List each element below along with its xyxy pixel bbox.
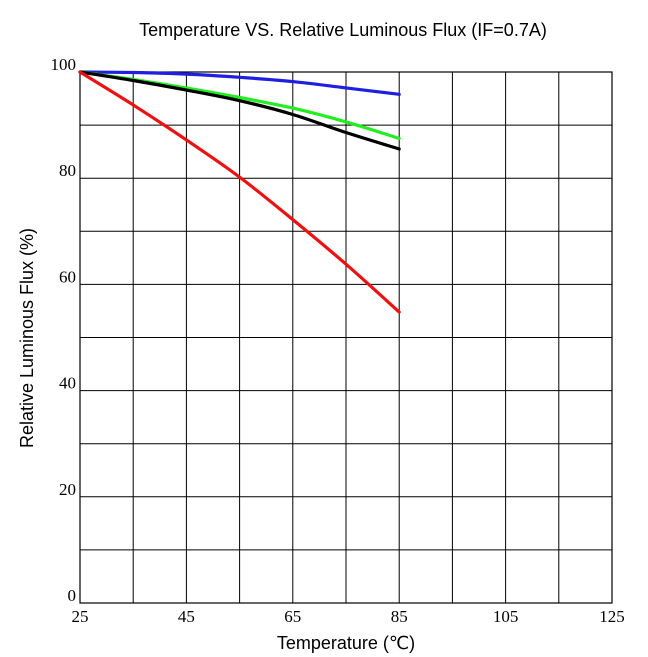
chart-title: Temperature VS. Relative Luminous Flux (… xyxy=(139,20,547,40)
x-tick-label: 65 xyxy=(284,607,301,626)
x-tick-label: 125 xyxy=(599,607,625,626)
y-tick-label: 0 xyxy=(68,586,77,605)
x-tick-label: 105 xyxy=(493,607,519,626)
series-layer xyxy=(78,70,401,314)
y-tick-label: 60 xyxy=(59,267,76,286)
x-tick-label: 45 xyxy=(178,607,195,626)
series-line-3 xyxy=(78,70,401,151)
y-tick-label: 100 xyxy=(51,55,77,74)
x-tick-label: 25 xyxy=(72,607,89,626)
y-tick-label: 20 xyxy=(59,480,76,499)
plot-frame xyxy=(79,71,613,604)
series-line-4 xyxy=(78,70,401,314)
grid xyxy=(80,72,612,603)
y-tick-label: 40 xyxy=(59,374,76,393)
x-axis-label: Temperature (℃) xyxy=(277,633,415,653)
tick-labels: 25 45 65 85 105 125 0 20 40 60 80 100 xyxy=(51,55,625,626)
series-line-1 xyxy=(78,70,401,96)
y-tick-label: 80 xyxy=(59,161,76,180)
y-axis-label: Relative Luminous Flux (%) xyxy=(17,228,37,448)
x-tick-label: 85 xyxy=(391,607,408,626)
